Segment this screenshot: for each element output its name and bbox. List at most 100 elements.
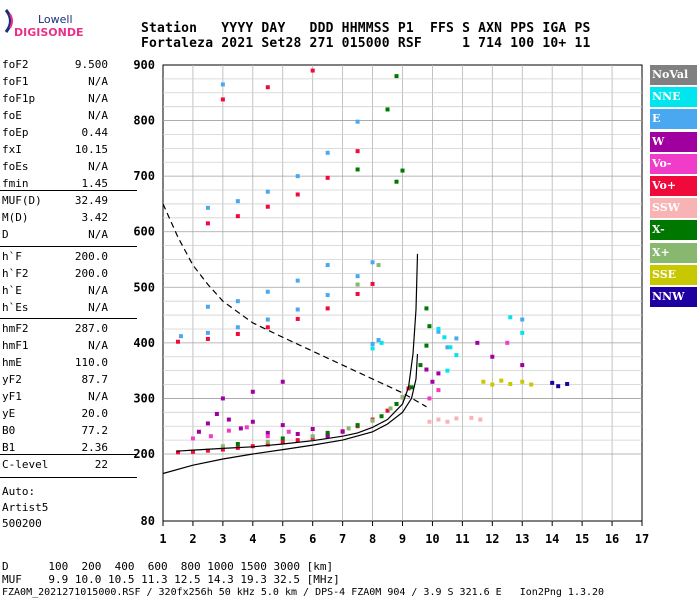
data-point-vo- [205, 221, 210, 226]
param-divider [0, 318, 137, 319]
extraordinary-trace-fit [176, 253, 419, 452]
data-point-e [178, 334, 183, 339]
x-tick-label: 3 [219, 532, 226, 546]
param-row: foEp 0.44 [0, 126, 108, 140]
param-row: M(D) 3.42 [0, 211, 108, 225]
param-row: foF2 9.500 [0, 58, 108, 72]
data-point-w [310, 426, 315, 431]
data-point-e [205, 304, 210, 309]
data-point-vo- [190, 449, 195, 454]
param-label: h`F [2, 250, 22, 263]
data-point-vo- [205, 336, 210, 341]
param-row: hmF1 N/A [0, 339, 108, 353]
data-point-w [340, 429, 345, 434]
legend-item-nnw: NNW [650, 287, 697, 307]
data-point-vo- [235, 214, 240, 219]
data-point-vo- [436, 388, 441, 393]
data-point-vo- [220, 447, 225, 452]
data-point-sse [481, 379, 486, 384]
logo-product-text: DIGISONDE [14, 26, 84, 39]
legend-item-e: E [650, 109, 697, 130]
param-row: B0 77.2 [0, 424, 108, 438]
x-tick-label: 16 [605, 532, 619, 546]
data-point-vo- [385, 408, 390, 413]
data-point-e [445, 345, 450, 350]
data-point-e [235, 325, 240, 330]
muf-row: MUF 9.9 10.0 10.5 11.3 12.5 14.3 19.3 32… [2, 573, 340, 586]
data-point-e [370, 341, 375, 346]
param-value: 3.42 [81, 211, 109, 224]
data-point-nne [445, 368, 450, 373]
data-point-vo- [355, 149, 360, 154]
data-point-e [355, 274, 360, 279]
data-point-x- [376, 263, 381, 268]
data-point-ssw [436, 417, 441, 422]
data-point-x- [385, 107, 390, 112]
x-tick-label: 12 [485, 532, 499, 546]
param-label: C-level [2, 458, 49, 471]
data-point-vo- [370, 281, 375, 286]
data-point-w [280, 423, 285, 428]
data-point-vo- [244, 425, 249, 430]
x-tick-label: 14 [545, 532, 559, 546]
autoscaler-version: 500200 [2, 517, 42, 530]
legend-item-noval: NoVal [650, 65, 697, 85]
param-label: h`Es [2, 301, 29, 314]
param-row: hmF2 287.0 [0, 322, 108, 336]
data-point-vo- [190, 436, 195, 441]
data-point-x- [394, 401, 399, 406]
data-point-vo- [295, 316, 300, 321]
data-point-e [520, 317, 525, 322]
param-value: 0.44 [81, 126, 109, 139]
data-point-e [370, 260, 375, 265]
param-row: hmE 110.0 [0, 356, 108, 370]
data-point-nne [370, 346, 375, 351]
param-row: h`F 200.0 [0, 250, 108, 264]
y-tick-label: 400 [133, 336, 155, 350]
muf-curve [162, 203, 427, 408]
data-point-w [295, 431, 300, 436]
data-point-vo- [226, 428, 231, 433]
param-label: h`F2 [2, 267, 29, 280]
param-value: 110.0 [74, 356, 108, 369]
param-row: B1 2.36 [0, 441, 108, 455]
param-value: 87.7 [81, 373, 109, 386]
data-point-sse [490, 382, 495, 387]
param-value: N/A [88, 339, 108, 352]
data-point-x- [400, 168, 405, 173]
distance-row: D 100 200 400 600 800 1000 1500 3000 [km… [2, 560, 334, 573]
data-point-e [265, 317, 270, 322]
param-label: B1 [2, 441, 16, 454]
param-row: D N/A [0, 228, 108, 242]
data-point-vo- [175, 339, 180, 344]
param-value: 22 [94, 458, 108, 471]
data-point-x- [427, 324, 432, 329]
param-value: N/A [88, 228, 108, 241]
param-value: 77.2 [81, 424, 109, 437]
data-point-vo- [175, 450, 180, 455]
param-label: D [2, 228, 9, 241]
data-point-x- [424, 306, 429, 311]
legend-item-x-: X- [650, 220, 697, 241]
param-row: MUF(D) 32.49 [0, 194, 108, 208]
x-tick-label: 1 [159, 532, 166, 546]
param-divider [0, 454, 137, 455]
data-point-vo- [220, 97, 225, 102]
data-point-vo- [427, 396, 432, 401]
x-tick-label: 10 [425, 532, 439, 546]
data-point-w [280, 379, 285, 384]
param-value: N/A [88, 284, 108, 297]
param-label: foE [2, 109, 22, 122]
data-point-e [376, 338, 381, 343]
data-point-e [436, 329, 441, 334]
data-point-x- [355, 167, 360, 172]
y-tick-label: 80 [141, 514, 155, 528]
data-point-w [490, 354, 495, 359]
param-label: MUF(D) [2, 194, 42, 207]
data-point-vo- [280, 440, 285, 445]
param-row: foE N/A [0, 109, 108, 123]
x-tick-label: 4 [249, 532, 256, 546]
x-tick-label: 5 [279, 532, 286, 546]
data-point-nne [508, 315, 513, 320]
param-value: N/A [88, 301, 108, 314]
